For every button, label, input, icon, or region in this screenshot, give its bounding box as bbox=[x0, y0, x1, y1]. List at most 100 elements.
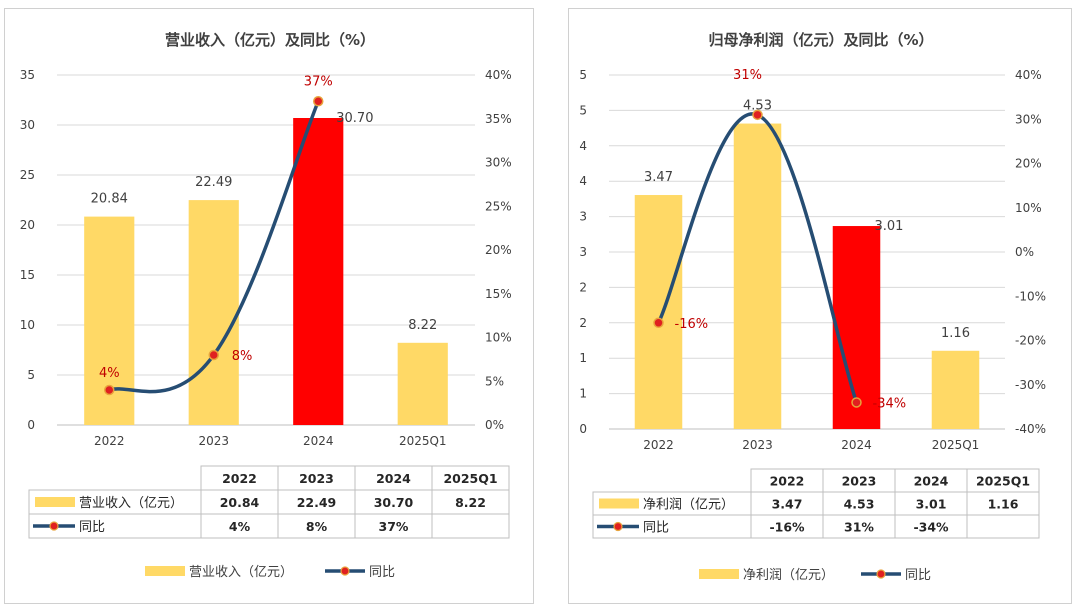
revenue-yoy-marker bbox=[104, 384, 115, 396]
profit-y-tick-label: 4 bbox=[579, 174, 587, 188]
profit-y-tick-label: 0 bbox=[579, 422, 587, 436]
profit-table-row-label: 同比 bbox=[643, 521, 669, 536]
revenue-y-tick-label: 0 bbox=[27, 418, 35, 432]
revenue-legend-line-label: 同比 bbox=[369, 565, 395, 580]
profit-table-cell: 31% bbox=[844, 520, 874, 535]
revenue-y2-tick-label: 35% bbox=[485, 112, 512, 126]
profit-yoy-marker bbox=[653, 317, 664, 329]
revenue-x-tick-label: 2024 bbox=[303, 434, 334, 448]
revenue-y2-tick-label: 15% bbox=[485, 287, 512, 301]
profit-table-cell: 4.53 bbox=[844, 497, 875, 512]
profit-bar-value-label: 3.01 bbox=[875, 219, 904, 234]
revenue-y2-tick-label: 0% bbox=[485, 418, 504, 432]
profit-y2-tick-label: -10% bbox=[1015, 289, 1046, 303]
profit-table-bar-key bbox=[599, 498, 639, 509]
revenue-y2-tick-label: 20% bbox=[485, 243, 512, 257]
profit-yoy-value-label: -16% bbox=[675, 317, 709, 332]
profit-y-tick-label: 2 bbox=[579, 316, 587, 330]
revenue-yoy-value-label: 37% bbox=[304, 74, 333, 89]
revenue-chart: 营业收入（亿元）及同比（%） 0 5 10 15 20 25 30 35 0% 5% 10% 15% 20… bbox=[20, 31, 512, 580]
revenue-bar-2025Q1 bbox=[397, 342, 448, 425]
revenue-bar-2024 bbox=[293, 118, 344, 425]
revenue-y-tick-label: 5 bbox=[27, 368, 35, 382]
revenue-bar-2023 bbox=[188, 200, 239, 425]
profit-yoy-value-label: -34% bbox=[873, 396, 907, 411]
revenue-table-marker-key bbox=[49, 521, 59, 531]
profit-yoy-value-label: 31% bbox=[733, 68, 762, 83]
profit-y2-tick-label: 20% bbox=[1015, 157, 1042, 171]
profit-table-header-cell: 2025Q1 bbox=[976, 474, 1030, 489]
revenue-yoy-marker bbox=[208, 349, 219, 361]
revenue-table-header-cell: 2024 bbox=[376, 471, 411, 486]
profit-x-tick-label: 2025Q1 bbox=[932, 438, 980, 452]
revenue-bar-value-label: 22.49 bbox=[195, 175, 232, 190]
revenue-bar-value-label: 20.84 bbox=[91, 192, 128, 207]
profit-x-tick-label: 2023 bbox=[742, 438, 773, 452]
revenue-y-tick-label: 30 bbox=[20, 118, 35, 132]
profit-x-tick-label: 2024 bbox=[841, 438, 872, 452]
revenue-table-bar-key bbox=[35, 497, 75, 507]
profit-yoy-marker bbox=[851, 397, 862, 408]
profit-bar-2023 bbox=[733, 123, 782, 429]
profit-table-header-cell: 2023 bbox=[842, 474, 877, 489]
revenue-y2-tick-label: 5% bbox=[485, 374, 504, 388]
profit-y2-tick-label: -40% bbox=[1015, 422, 1046, 436]
revenue-yoy-line bbox=[107, 99, 320, 394]
revenue-legend-bar-swatch bbox=[145, 566, 185, 576]
profit-table-marker-key bbox=[613, 521, 623, 532]
profit-y-tick-label: 3 bbox=[579, 210, 587, 224]
profit-y-tick-label: 1 bbox=[579, 387, 587, 401]
profit-bar-value-label: 1.16 bbox=[941, 326, 970, 341]
profit-bar-2024 bbox=[832, 226, 881, 429]
revenue-y-tick-label: 10 bbox=[20, 318, 35, 332]
profit-legend-line-label: 同比 bbox=[905, 568, 931, 583]
profit-y2-tick-label: -20% bbox=[1015, 334, 1046, 348]
profit-bar-2022 bbox=[634, 195, 683, 429]
revenue-table-cell: 22.49 bbox=[297, 495, 337, 510]
profit-y2-tick-label: -30% bbox=[1015, 378, 1046, 392]
profit-y-tick-label: 1 bbox=[579, 351, 587, 365]
profit-table-row-label: 净利润（亿元） bbox=[643, 498, 734, 513]
profit-y2-tick-label: 0% bbox=[1015, 245, 1034, 259]
profit-y2-tick-label: 30% bbox=[1015, 112, 1042, 126]
profit-x-tick-label: 2022 bbox=[643, 438, 674, 452]
profit-y2-tick-label: 40% bbox=[1015, 68, 1042, 82]
revenue-table-header-cell: 2023 bbox=[299, 471, 334, 486]
revenue-y-tick-label: 15 bbox=[20, 268, 35, 282]
profit-table-cell: -34% bbox=[913, 520, 949, 535]
revenue-table-cell: 8% bbox=[306, 519, 328, 534]
profit-legend-bar-label: 净利润（亿元） bbox=[743, 568, 834, 583]
revenue-chart-panel: 营业收入（亿元）及同比（%） 0 5 10 15 20 25 30 35 0% 5% 10% 15% 20… bbox=[4, 8, 534, 604]
revenue-chart-title: 营业收入（亿元）及同比（%） bbox=[165, 31, 375, 49]
revenue-table-header-cell: 2022 bbox=[222, 471, 257, 486]
profit-table-cell: 3.47 bbox=[772, 497, 803, 512]
revenue-yoy-value-label: 8% bbox=[232, 349, 253, 364]
profit-table-row bbox=[592, 514, 1040, 539]
revenue-yoy-value-label: 4% bbox=[99, 366, 120, 381]
profit-table-cell: -16% bbox=[769, 520, 805, 535]
revenue-y-tick-label: 20 bbox=[20, 218, 35, 232]
profit-bar-2025Q1 bbox=[931, 350, 980, 429]
revenue-x-tick-label: 2023 bbox=[198, 434, 229, 448]
revenue-table-cell: 8.22 bbox=[455, 495, 486, 510]
profit-y-tick-label: 3 bbox=[579, 245, 587, 259]
revenue-table-row-label: 同比 bbox=[79, 520, 105, 535]
revenue-x-tick-label: 2025Q1 bbox=[399, 434, 447, 448]
profit-legend-marker-swatch bbox=[876, 569, 886, 579]
revenue-y2-tick-label: 40% bbox=[485, 68, 512, 82]
profit-yoy-marker bbox=[752, 109, 763, 121]
net-profit-chart: 归母净利润（亿元）及同比（%） 0 1 1 2 2 3 3 4 4 5 5 -40% -30% -20% -1… bbox=[579, 31, 1046, 583]
profit-y-tick-label: 5 bbox=[579, 68, 587, 82]
revenue-y-tick-label: 35 bbox=[20, 68, 35, 82]
revenue-legend-marker-swatch bbox=[340, 566, 350, 576]
profit-table-header-cell: 2024 bbox=[914, 474, 949, 489]
profit-legend-bar-swatch bbox=[699, 569, 739, 579]
revenue-y2-tick-label: 30% bbox=[485, 156, 512, 170]
revenue-y2-tick-label: 25% bbox=[485, 199, 512, 213]
revenue-y-tick-label: 25 bbox=[20, 168, 35, 182]
revenue-table-cell: 20.84 bbox=[220, 495, 260, 510]
profit-y-tick-label: 2 bbox=[579, 280, 587, 294]
revenue-table-cell: 4% bbox=[229, 519, 251, 534]
profit-table-header-cell: 2022 bbox=[770, 474, 805, 489]
revenue-table-cell: 37% bbox=[379, 519, 409, 534]
